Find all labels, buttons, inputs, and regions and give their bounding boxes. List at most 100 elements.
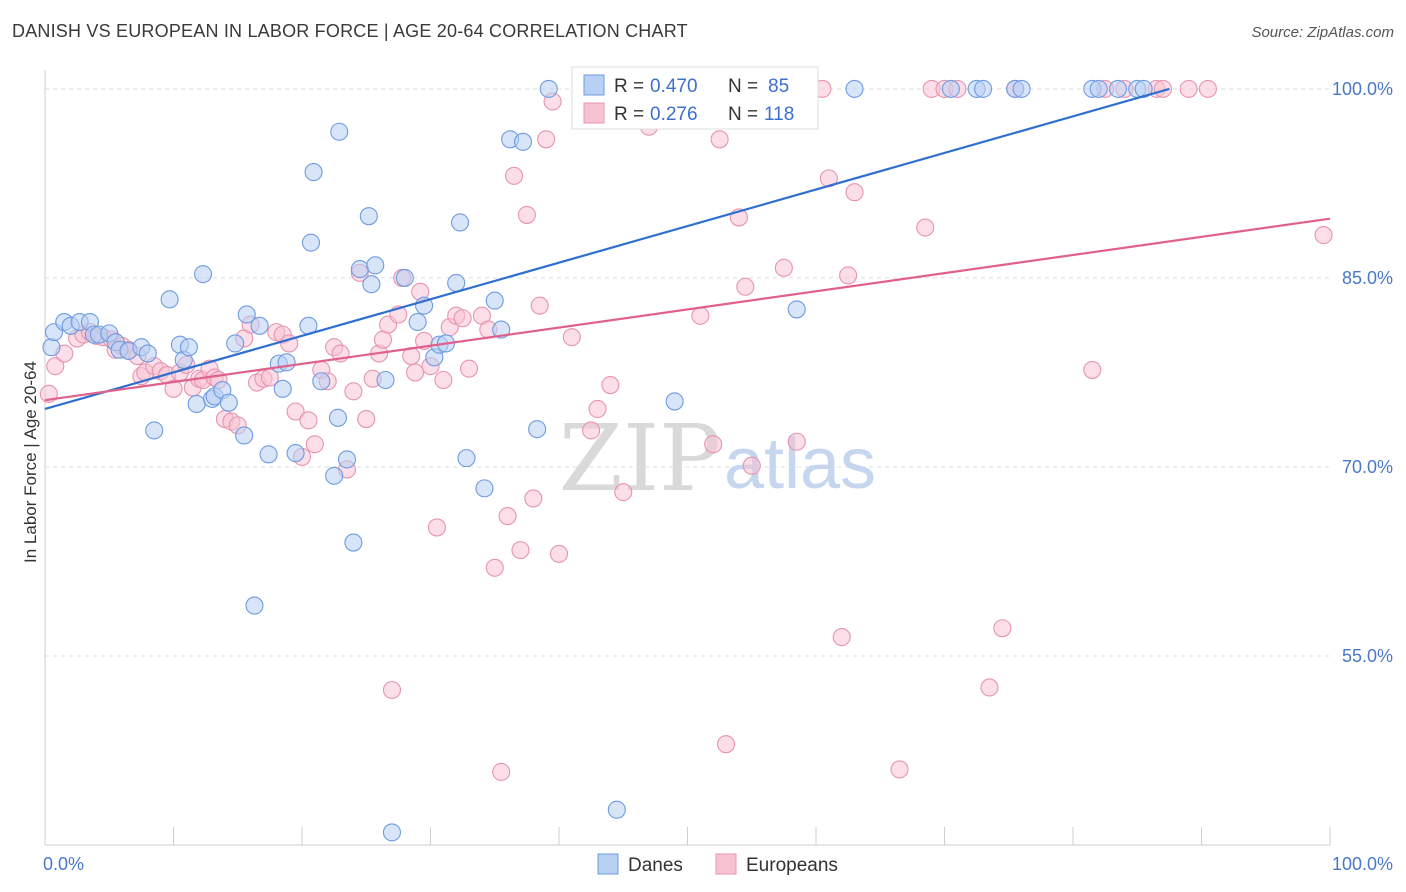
danes-point [1108, 79, 1128, 98]
danes-point [312, 372, 331, 391]
danes-point [226, 334, 245, 353]
europeans-point [845, 183, 864, 202]
danes-point [475, 479, 494, 498]
europeans-point [453, 309, 472, 328]
legend-europeans-n-value: 118 [764, 104, 794, 125]
y-tick-label: 55.0% [1342, 646, 1393, 666]
danes-point [366, 256, 385, 275]
danes-point [1012, 79, 1031, 98]
europeans-point [530, 296, 549, 315]
europeans-point [459, 359, 479, 378]
europeans-point [832, 628, 851, 647]
legend-box [571, 66, 819, 130]
danes-point [219, 393, 238, 412]
europeans-point [993, 619, 1012, 638]
danes-point [1089, 79, 1108, 98]
danes-point [194, 265, 213, 284]
legend-danes-n-value: 85 [768, 76, 789, 97]
europeans-point [524, 489, 543, 508]
europeans-point [549, 544, 569, 563]
x-tick-label: 100.0% [1332, 854, 1393, 874]
europeans-point [498, 507, 517, 526]
europeans-point [1314, 226, 1333, 245]
danes-point [539, 79, 558, 98]
europeans-point [1083, 360, 1102, 379]
source-credit: Source: ZipAtlas.com [1251, 24, 1394, 41]
danes-point [973, 79, 993, 98]
trend-lines [44, 87, 1331, 411]
danes-point [277, 353, 296, 372]
danes-point [492, 320, 511, 339]
europeans-point [562, 328, 581, 347]
europeans-point [286, 402, 305, 421]
europeans-point [774, 258, 793, 277]
legend-europeans-n-label: N = [728, 104, 758, 125]
europeans-point [504, 166, 524, 185]
chart-title: DANISH VS EUROPEAN IN LABOR FORCE | AGE … [12, 21, 688, 41]
danes-point [845, 79, 864, 98]
danes-point [250, 316, 269, 335]
europeans-point [373, 330, 393, 349]
danes-point [337, 450, 357, 469]
danes-trend-line [44, 87, 1170, 411]
danes-point [665, 392, 684, 411]
europeans-point [736, 277, 755, 296]
europeans-point [716, 735, 736, 754]
danes-point [237, 305, 256, 324]
europeans-point [434, 370, 453, 390]
danes-point [245, 596, 264, 615]
danes-point [451, 213, 470, 232]
axes: 0.0% 100.0% [43, 70, 1393, 874]
bottom-legend-danes-swatch [597, 853, 619, 875]
europeans-point [691, 306, 710, 325]
correlation-legend: R = 0.470 N = 85 R = 0.276 N = 118 [571, 66, 819, 130]
y-tick-label: 70.0% [1342, 457, 1393, 477]
danes-point [1134, 79, 1153, 98]
danes-point [325, 466, 344, 485]
danes-point [941, 79, 960, 98]
danes-point [344, 533, 363, 552]
danes-point [145, 421, 164, 440]
bottom-legend-europeans-swatch [715, 853, 737, 875]
danes-point [528, 420, 547, 439]
danes-point [179, 338, 198, 357]
danes-point [485, 291, 504, 310]
europeans-point [492, 762, 511, 781]
danes-point [328, 408, 348, 427]
europeans-trend-line [44, 217, 1331, 402]
danes-point [457, 449, 476, 468]
europeans-point [980, 678, 999, 697]
europeans-point [742, 456, 761, 475]
danes-point [187, 394, 206, 413]
danes-point [330, 122, 349, 141]
legend-europeans-r-label: R = [614, 104, 644, 125]
danes-point [235, 426, 254, 445]
europeans-point [517, 205, 536, 224]
europeans-point [601, 375, 620, 395]
danes-point [408, 312, 427, 332]
bottom-legend-europeans-label: Europeans [746, 855, 838, 876]
europeans-point [511, 541, 530, 560]
europeans-point [1153, 79, 1172, 98]
europeans-point [485, 558, 504, 577]
legend-danes-r-label: R = [614, 76, 644, 97]
danes-point [376, 370, 395, 390]
y-tick-label: 85.0% [1342, 268, 1393, 288]
danes-point [362, 275, 381, 294]
europeans-point [614, 483, 633, 502]
danes-point [160, 290, 179, 309]
legend-danes-n-label: N = [728, 76, 758, 97]
bottom-legend-danes-label: Danes [628, 855, 683, 876]
europeans-point [357, 410, 376, 429]
danes-point [259, 445, 278, 464]
europeans-point [588, 399, 607, 419]
danes-point [304, 163, 323, 182]
danes-point [447, 273, 466, 293]
europeans-point [382, 680, 402, 700]
danes-point [286, 444, 305, 463]
europeans-point [582, 421, 601, 440]
y-axis-label: In Labor Force | Age 20-64 [21, 361, 40, 563]
danes-point [395, 268, 414, 287]
europeans-point [299, 411, 318, 430]
